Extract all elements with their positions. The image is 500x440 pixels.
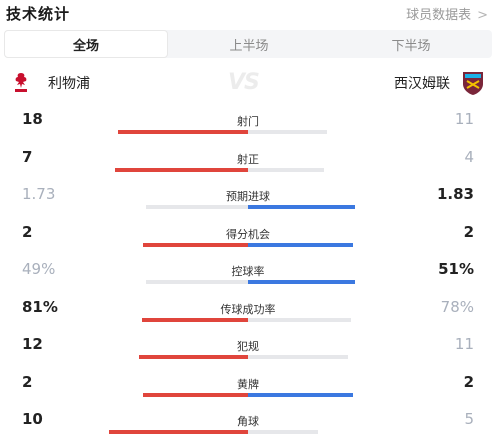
stat-row: 49% 控球率 51% — [0, 260, 500, 296]
away-stat-value: 11 — [454, 335, 474, 353]
stats-header: 技术统计 球员数据表 > — [0, 0, 500, 26]
stat-row: 12 犯规 11 — [0, 335, 500, 371]
away-stat-value: 1.83 — [436, 185, 474, 203]
away-stat-bar — [248, 242, 353, 247]
away-stat-bar — [248, 355, 348, 359]
stat-row: 2 得分机会 2 — [0, 223, 500, 259]
stat-row: 7 射正 4 — [0, 148, 500, 184]
teams-row: 利物浦 VS 西汉姆联 — [0, 66, 500, 100]
stat-row: 2 黄牌 2 — [0, 373, 500, 409]
tab-full-match[interactable]: 全场 — [4, 30, 168, 58]
home-stat-value: 10 — [22, 410, 43, 428]
away-stat-value: 2 — [463, 222, 474, 241]
west-ham-crest-icon — [460, 70, 486, 96]
page-title: 技术统计 — [6, 5, 71, 23]
home-stat-value: 1.73 — [22, 185, 56, 203]
home-stat-bar — [118, 130, 248, 134]
away-team-name: 西汉姆联 — [394, 76, 450, 92]
stat-label: 射正 — [237, 152, 259, 166]
home-stat-bar — [115, 167, 248, 172]
home-stat-bar — [139, 355, 248, 359]
home-stat-value: 12 — [22, 335, 43, 353]
home-stat-value: 2 — [22, 222, 33, 241]
away-stat-value: 2 — [463, 372, 474, 391]
liverpool-crest-icon — [8, 70, 34, 96]
stat-label: 黄牌 — [237, 377, 259, 391]
away-stat-value: 4 — [464, 147, 474, 166]
stat-row: 1.73 预期进球 1.83 — [0, 185, 500, 221]
home-stat-value: 49% — [22, 260, 56, 278]
home-stat-value: 18 — [22, 110, 43, 128]
stat-label: 得分机会 — [226, 227, 270, 241]
away-stat-bar — [248, 167, 324, 172]
home-team-name: 利物浦 — [48, 76, 90, 92]
stat-label: 射门 — [237, 115, 259, 128]
away-stat-value: 11 — [454, 110, 474, 128]
away-stat-value: 78% — [440, 297, 474, 316]
home-stat-bar — [146, 280, 248, 284]
away-stat-bar — [248, 205, 355, 209]
vs-mark: VS — [228, 70, 260, 95]
stat-label: 角球 — [237, 415, 259, 428]
away-stat-bar — [248, 392, 353, 397]
away-stat-bar — [248, 317, 351, 322]
stat-label: 传球成功率 — [220, 302, 276, 316]
home-stat-bar — [143, 392, 248, 397]
stat-row: 18 射门 11 — [0, 110, 500, 146]
away-stat-bar — [248, 430, 318, 434]
stat-row: 10 角球 5 — [0, 410, 500, 440]
away-stat-value: 51% — [438, 260, 474, 278]
away-stat-bar — [248, 130, 327, 134]
home-stat-value: 2 — [22, 372, 33, 391]
home-stat-bar — [142, 317, 248, 322]
stat-label: 预期进球 — [226, 190, 270, 203]
tab-first-half[interactable]: 上半场 — [229, 38, 269, 54]
period-tabs: 全场 上半场 下半场 — [4, 30, 492, 58]
away-stat-value: 5 — [464, 410, 474, 428]
player-stats-link-label: 球员数据表 — [406, 8, 472, 23]
home-stat-bar — [109, 430, 248, 434]
stat-label: 控球率 — [231, 265, 265, 278]
chevron-right-icon: > — [477, 8, 488, 23]
home-stat-value: 81% — [22, 297, 58, 316]
home-stat-bar — [146, 205, 248, 209]
player-stats-link[interactable]: 球员数据表 > — [406, 4, 488, 23]
away-stat-bar — [248, 280, 355, 284]
stat-row: 81% 传球成功率 78% — [0, 298, 500, 334]
stat-label: 犯规 — [237, 340, 259, 353]
tab-second-half[interactable]: 下半场 — [391, 38, 431, 54]
home-team[interactable]: 利物浦 — [8, 70, 90, 96]
away-team[interactable]: 西汉姆联 — [394, 70, 486, 96]
home-stat-value: 7 — [22, 147, 33, 166]
home-stat-bar — [143, 242, 248, 247]
